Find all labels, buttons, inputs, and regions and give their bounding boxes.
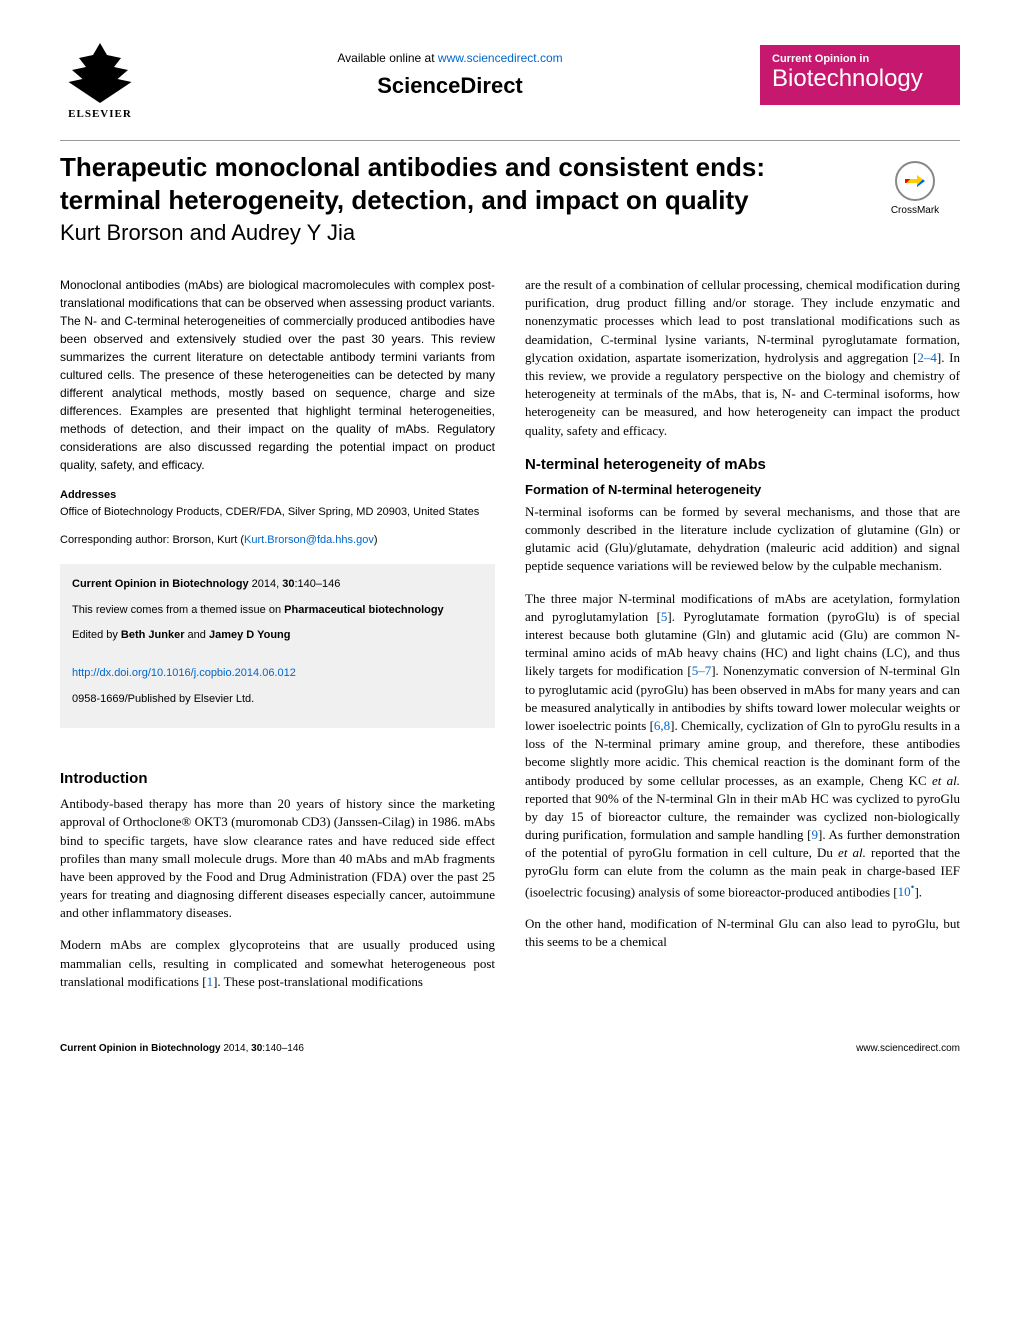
- journal-badge-top: Current Opinion in: [772, 53, 948, 65]
- article-title: Therapeutic monoclonal antibodies and co…: [60, 151, 850, 216]
- available-online-text: Available online at www.sciencedirect.co…: [140, 51, 760, 65]
- right-p3: The three major N-terminal modifications…: [525, 590, 960, 902]
- corresponding-email-link[interactable]: Kurt.Brorson@fda.hhs.gov: [244, 534, 374, 546]
- title-line2: terminal heterogeneity, detection, and i…: [60, 185, 749, 215]
- two-column-layout: Monoclonal antibodies (mAbs) are biologi…: [60, 276, 960, 1005]
- corresponding-prefix: Corresponding author: Brorson, Kurt (: [60, 534, 244, 546]
- citation-vol: 30: [282, 578, 294, 590]
- intro-p2-b: ]. These post-translational modification…: [213, 974, 423, 989]
- right-p3-etal2: et al.: [838, 845, 866, 860]
- elsevier-label: ELSEVIER: [68, 108, 132, 120]
- elsevier-logo: ELSEVIER: [60, 30, 140, 120]
- crossmark-badge[interactable]: CrossMark: [870, 161, 960, 216]
- header-divider: [60, 140, 960, 141]
- authors: Kurt Brorson and Audrey Y Jia: [60, 220, 850, 246]
- issn-line: 0958-1669/Published by Elsevier Ltd.: [72, 691, 483, 709]
- edited-and: and: [185, 629, 209, 641]
- crossmark-label: CrossMark: [870, 205, 960, 216]
- editors-line: Edited by Beth Junker and Jamey D Young: [72, 627, 483, 645]
- journal-badge: Current Opinion in Biotechnology: [760, 45, 960, 105]
- footer-left: Current Opinion in Biotechnology 2014, 3…: [60, 1043, 304, 1054]
- available-prefix: Available online at: [337, 51, 438, 65]
- title-line1: Therapeutic monoclonal antibodies and co…: [60, 152, 765, 182]
- doi-line: http://dx.doi.org/10.1016/j.copbio.2014.…: [72, 665, 483, 683]
- right-p2: N-terminal isoforms can be formed by sev…: [525, 503, 960, 576]
- citation-year: 2014,: [249, 578, 283, 590]
- corresponding-author: Corresponding author: Brorson, Kurt (Kur…: [60, 533, 495, 548]
- title-row: Therapeutic monoclonal antibodies and co…: [60, 151, 960, 246]
- ref-2-4-link[interactable]: 2–4: [917, 350, 937, 365]
- editor2: Jamey D Young: [209, 629, 291, 641]
- addresses-text: Office of Biotechnology Products, CDER/F…: [60, 505, 495, 520]
- footer-pages: :140–146: [262, 1043, 304, 1054]
- ref-10-link[interactable]: 10•: [898, 884, 915, 899]
- citation-line: Current Opinion in Biotechnology 2014, 3…: [72, 576, 483, 594]
- editor1: Beth Junker: [121, 629, 185, 641]
- footer-right: www.sciencedirect.com: [856, 1043, 960, 1054]
- nterminal-heading: N-terminal heterogeneity of mAbs: [525, 454, 960, 475]
- citation-journal: Current Opinion in Biotechnology: [72, 578, 249, 590]
- themed-issue-line: This review comes from a themed issue on…: [72, 602, 483, 620]
- right-column: are the result of a combination of cellu…: [525, 276, 960, 1005]
- addresses-heading: Addresses: [60, 488, 495, 503]
- title-block: Therapeutic monoclonal antibodies and co…: [60, 151, 850, 246]
- page-header: ELSEVIER Available online at www.science…: [60, 30, 960, 120]
- center-header: Available online at www.sciencedirect.co…: [140, 51, 760, 99]
- intro-paragraph-2: Modern mAbs are complex glycoproteins th…: [60, 936, 495, 991]
- introduction-heading: Introduction: [60, 768, 495, 789]
- citation-pages: :140–146: [295, 578, 341, 590]
- footer-journal: Current Opinion in Biotechnology: [60, 1043, 221, 1054]
- footer-vol: 30: [251, 1043, 262, 1054]
- themed-issue: Pharmaceutical biotechnology: [284, 604, 444, 616]
- right-p4: On the other hand, modification of N-ter…: [525, 915, 960, 951]
- available-url-link[interactable]: www.sciencedirect.com: [438, 51, 563, 65]
- ref-6-8-link[interactable]: 6,8: [654, 718, 670, 733]
- formation-subheading: Formation of N-terminal heterogeneity: [525, 481, 960, 499]
- journal-badge-bottom: Biotechnology: [772, 65, 948, 93]
- right-p3-h: ].: [914, 884, 922, 899]
- ref-5-7-link[interactable]: 5–7: [692, 663, 712, 678]
- corresponding-suffix: ): [374, 534, 378, 546]
- elsevier-tree-icon: [65, 43, 135, 103]
- themed-prefix: This review comes from a themed issue on: [72, 604, 284, 616]
- abstract-text: Monoclonal antibodies (mAbs) are biologi…: [60, 276, 495, 474]
- ref-10-num: 10: [898, 884, 911, 899]
- sciencedirect-logo-text: ScienceDirect: [140, 73, 760, 99]
- right-p1: are the result of a combination of cellu…: [525, 276, 960, 440]
- citation-info-box: Current Opinion in Biotechnology 2014, 3…: [60, 564, 495, 728]
- left-column: Monoclonal antibodies (mAbs) are biologi…: [60, 276, 495, 1005]
- edited-prefix: Edited by: [72, 629, 121, 641]
- right-p1-a: are the result of a combination of cellu…: [525, 277, 960, 365]
- intro-paragraph-1: Antibody-based therapy has more than 20 …: [60, 795, 495, 922]
- doi-link[interactable]: http://dx.doi.org/10.1016/j.copbio.2014.…: [72, 667, 296, 679]
- crossmark-circle-icon: [895, 161, 935, 201]
- footer-year: 2014,: [221, 1043, 252, 1054]
- crossmark-arrow-icon: [905, 171, 925, 191]
- page-footer: Current Opinion in Biotechnology 2014, 3…: [60, 1035, 960, 1054]
- right-p3-etal1: et al.: [932, 773, 960, 788]
